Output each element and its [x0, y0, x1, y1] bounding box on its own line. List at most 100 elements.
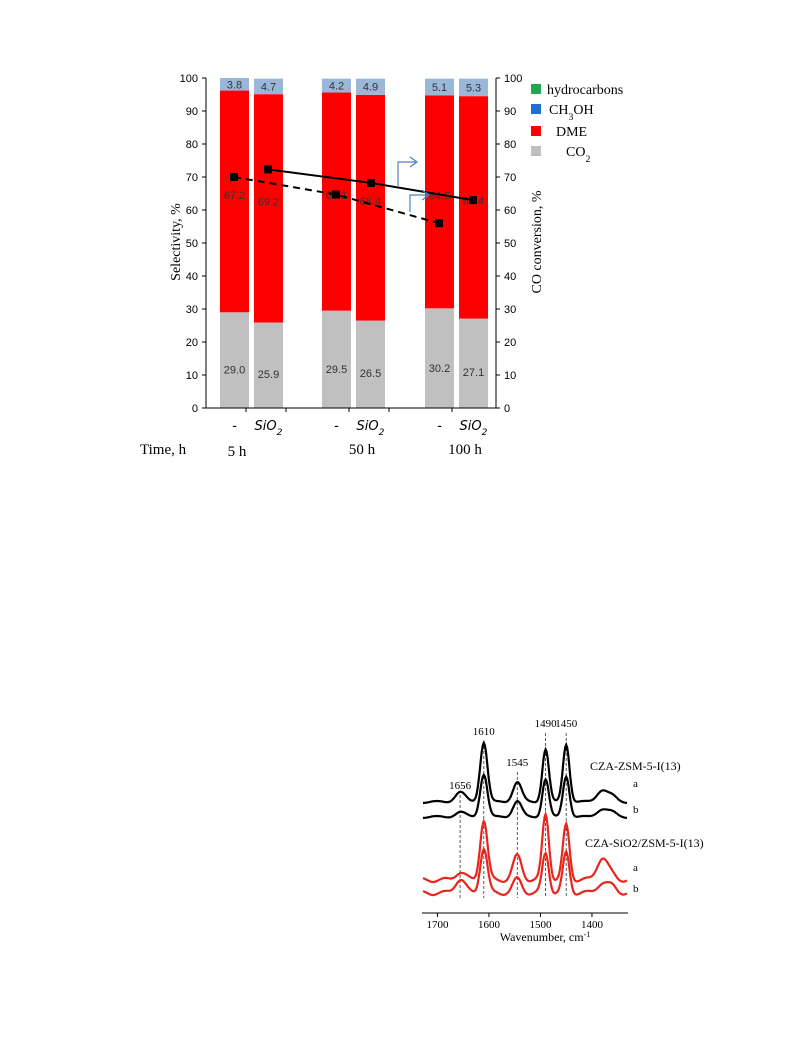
- data-label-hydrocarbons-5: 5.3: [466, 82, 481, 94]
- legend-swatch-1: [531, 104, 541, 114]
- data-label-hydrocarbons-0: 3.8: [227, 79, 242, 91]
- category-label-1-sub: 2: [277, 428, 283, 438]
- data-label-hydrocarbons-3: 4.9: [363, 82, 378, 94]
- y2-tick-label-4: 40: [504, 271, 516, 283]
- y2-tick-label-9: 90: [504, 106, 516, 118]
- peak-label-3: 1490: [535, 718, 558, 730]
- data-label-co2-4: 30.2: [429, 363, 450, 375]
- category-label-0: -: [232, 419, 237, 434]
- data-label-co2-1: 25.9: [258, 369, 279, 381]
- time-title: Time, h: [140, 442, 187, 458]
- sample-label-2: CZA-SiO2/ZSM-5-I(13): [585, 836, 704, 850]
- data-label-co2-3: 26.5: [360, 368, 381, 380]
- category-label-5-main: SiO: [460, 419, 482, 434]
- axis-pointer-arrow-1: [397, 161, 416, 186]
- peak-label-1: 1610: [473, 726, 496, 738]
- y-tick-label-6: 60: [186, 205, 198, 217]
- sample-label-1: CZA-ZSM-5-I(13): [590, 759, 681, 773]
- legend-swatch-0: [531, 84, 541, 94]
- conversion-point-1-2: [469, 196, 477, 205]
- bar-hydrocarbons-2: [322, 78, 351, 93]
- data-label-co2-0: 29.0: [224, 365, 245, 377]
- y2-tick-label-2: 20: [504, 337, 516, 349]
- bar-dme-1: [254, 94, 283, 323]
- y2-tick-label-0: 0: [504, 403, 510, 415]
- x-axis-title-sup: -1: [584, 930, 591, 939]
- conversion-point-0-0: [230, 173, 238, 181]
- conversion-point-0-1: [332, 190, 340, 199]
- axis-pointer-arrowhead-1: [409, 156, 419, 168]
- category-label-3-main: SiO: [357, 419, 379, 434]
- y-tick-label-5: 50: [186, 238, 198, 250]
- conversion-point-1-1: [367, 178, 375, 187]
- y2-tick-label-6: 60: [504, 205, 516, 217]
- legend-label-1-rest: OH: [573, 103, 593, 118]
- legend-label-1-sub: 3: [568, 112, 573, 123]
- y2-tick-label-7: 70: [504, 172, 516, 184]
- data-label-hydrocarbons-1: 4.7: [261, 81, 276, 93]
- spectrum-curve-3: [422, 847, 628, 897]
- legend-swatch-2: [531, 126, 541, 136]
- y2-tick-label-5: 50: [504, 238, 516, 250]
- category-label-1-main: SiO: [255, 419, 277, 434]
- data-label-hydrocarbons-2: 4.2: [329, 81, 344, 93]
- axis-pointer-arrow-2: [409, 194, 428, 212]
- x-axis-title: Wavenumber, cm-1: [500, 930, 591, 945]
- bar-dme-5: [459, 96, 488, 319]
- axis-pointer-arrowhead-2: [421, 189, 431, 201]
- y-tick-label-7: 70: [186, 172, 198, 184]
- y2-tick-label-1: 10: [504, 370, 516, 382]
- data-label-hydrocarbons-4: 5.1: [432, 82, 447, 94]
- spectra-x-tick-label-3: 1400: [581, 919, 604, 931]
- legend-label-3: CO2: [566, 145, 590, 165]
- category-label-5: SiO2: [460, 419, 488, 438]
- y-axis-title: Selectivity, %: [169, 203, 184, 281]
- bar-stacks: 29.067.23.825.969.24.729.566.14.226.568.…: [220, 78, 488, 408]
- spectrum-series-label-0: a: [633, 778, 638, 790]
- y2-tick-label-3: 30: [504, 304, 516, 316]
- legend-label-2: DME: [556, 125, 587, 140]
- conversion-point-1-0: [264, 165, 272, 174]
- x-axis-title-text: Wavenumber, cm: [500, 930, 585, 944]
- bar-hydrocarbons-5: [459, 78, 488, 97]
- spectrum-series-label-2: a: [633, 862, 638, 874]
- conversion-line-none: [233, 176, 440, 225]
- bar-hydrocarbons-4: [425, 78, 454, 96]
- spectra-x-tick-label-2: 1500: [529, 919, 552, 931]
- y2-tick-label-10: 100: [504, 73, 522, 85]
- group-label-5h: 5 h: [228, 444, 247, 460]
- bar-dme-0: [220, 90, 249, 313]
- data-label-co2-2: 29.5: [326, 364, 347, 376]
- bar-co2-5: [459, 318, 488, 408]
- bar-co2-3: [356, 320, 385, 408]
- category-label-5-sub: 2: [482, 428, 488, 438]
- bar-co2-4: [425, 308, 454, 408]
- bar-dme-2: [322, 92, 351, 311]
- category-label-2: -: [334, 419, 339, 434]
- y-tick-label-0: 0: [192, 403, 198, 415]
- bar-co2-1: [254, 322, 283, 408]
- peak-label-2: 1545: [506, 757, 529, 769]
- y-tick-label-1: 10: [186, 370, 198, 382]
- y-tick-label-10: 100: [180, 73, 198, 85]
- conversion-lines: [230, 156, 477, 228]
- y2-tick-label-8: 80: [504, 139, 516, 151]
- category-label-3: SiO2: [357, 419, 385, 438]
- category-label-4: -: [437, 419, 442, 434]
- spectrum-series-label-3: b: [633, 883, 639, 895]
- y-tick-label-9: 90: [186, 106, 198, 118]
- legend-swatch-3: [531, 146, 541, 156]
- group-label-50h: 50 h: [349, 442, 376, 458]
- y2-axis-title: CO conversion, %: [530, 190, 545, 293]
- spectrum-series-label-1: b: [633, 804, 639, 816]
- bar-dme-4: [425, 95, 454, 309]
- category-label-1: SiO2: [255, 419, 283, 438]
- legend-label-3-sub: 2: [585, 154, 590, 165]
- data-label-dme-0: 67.2: [224, 190, 245, 202]
- bar-hydrocarbons-1: [254, 78, 283, 95]
- spectrum-curve-2: [422, 810, 628, 884]
